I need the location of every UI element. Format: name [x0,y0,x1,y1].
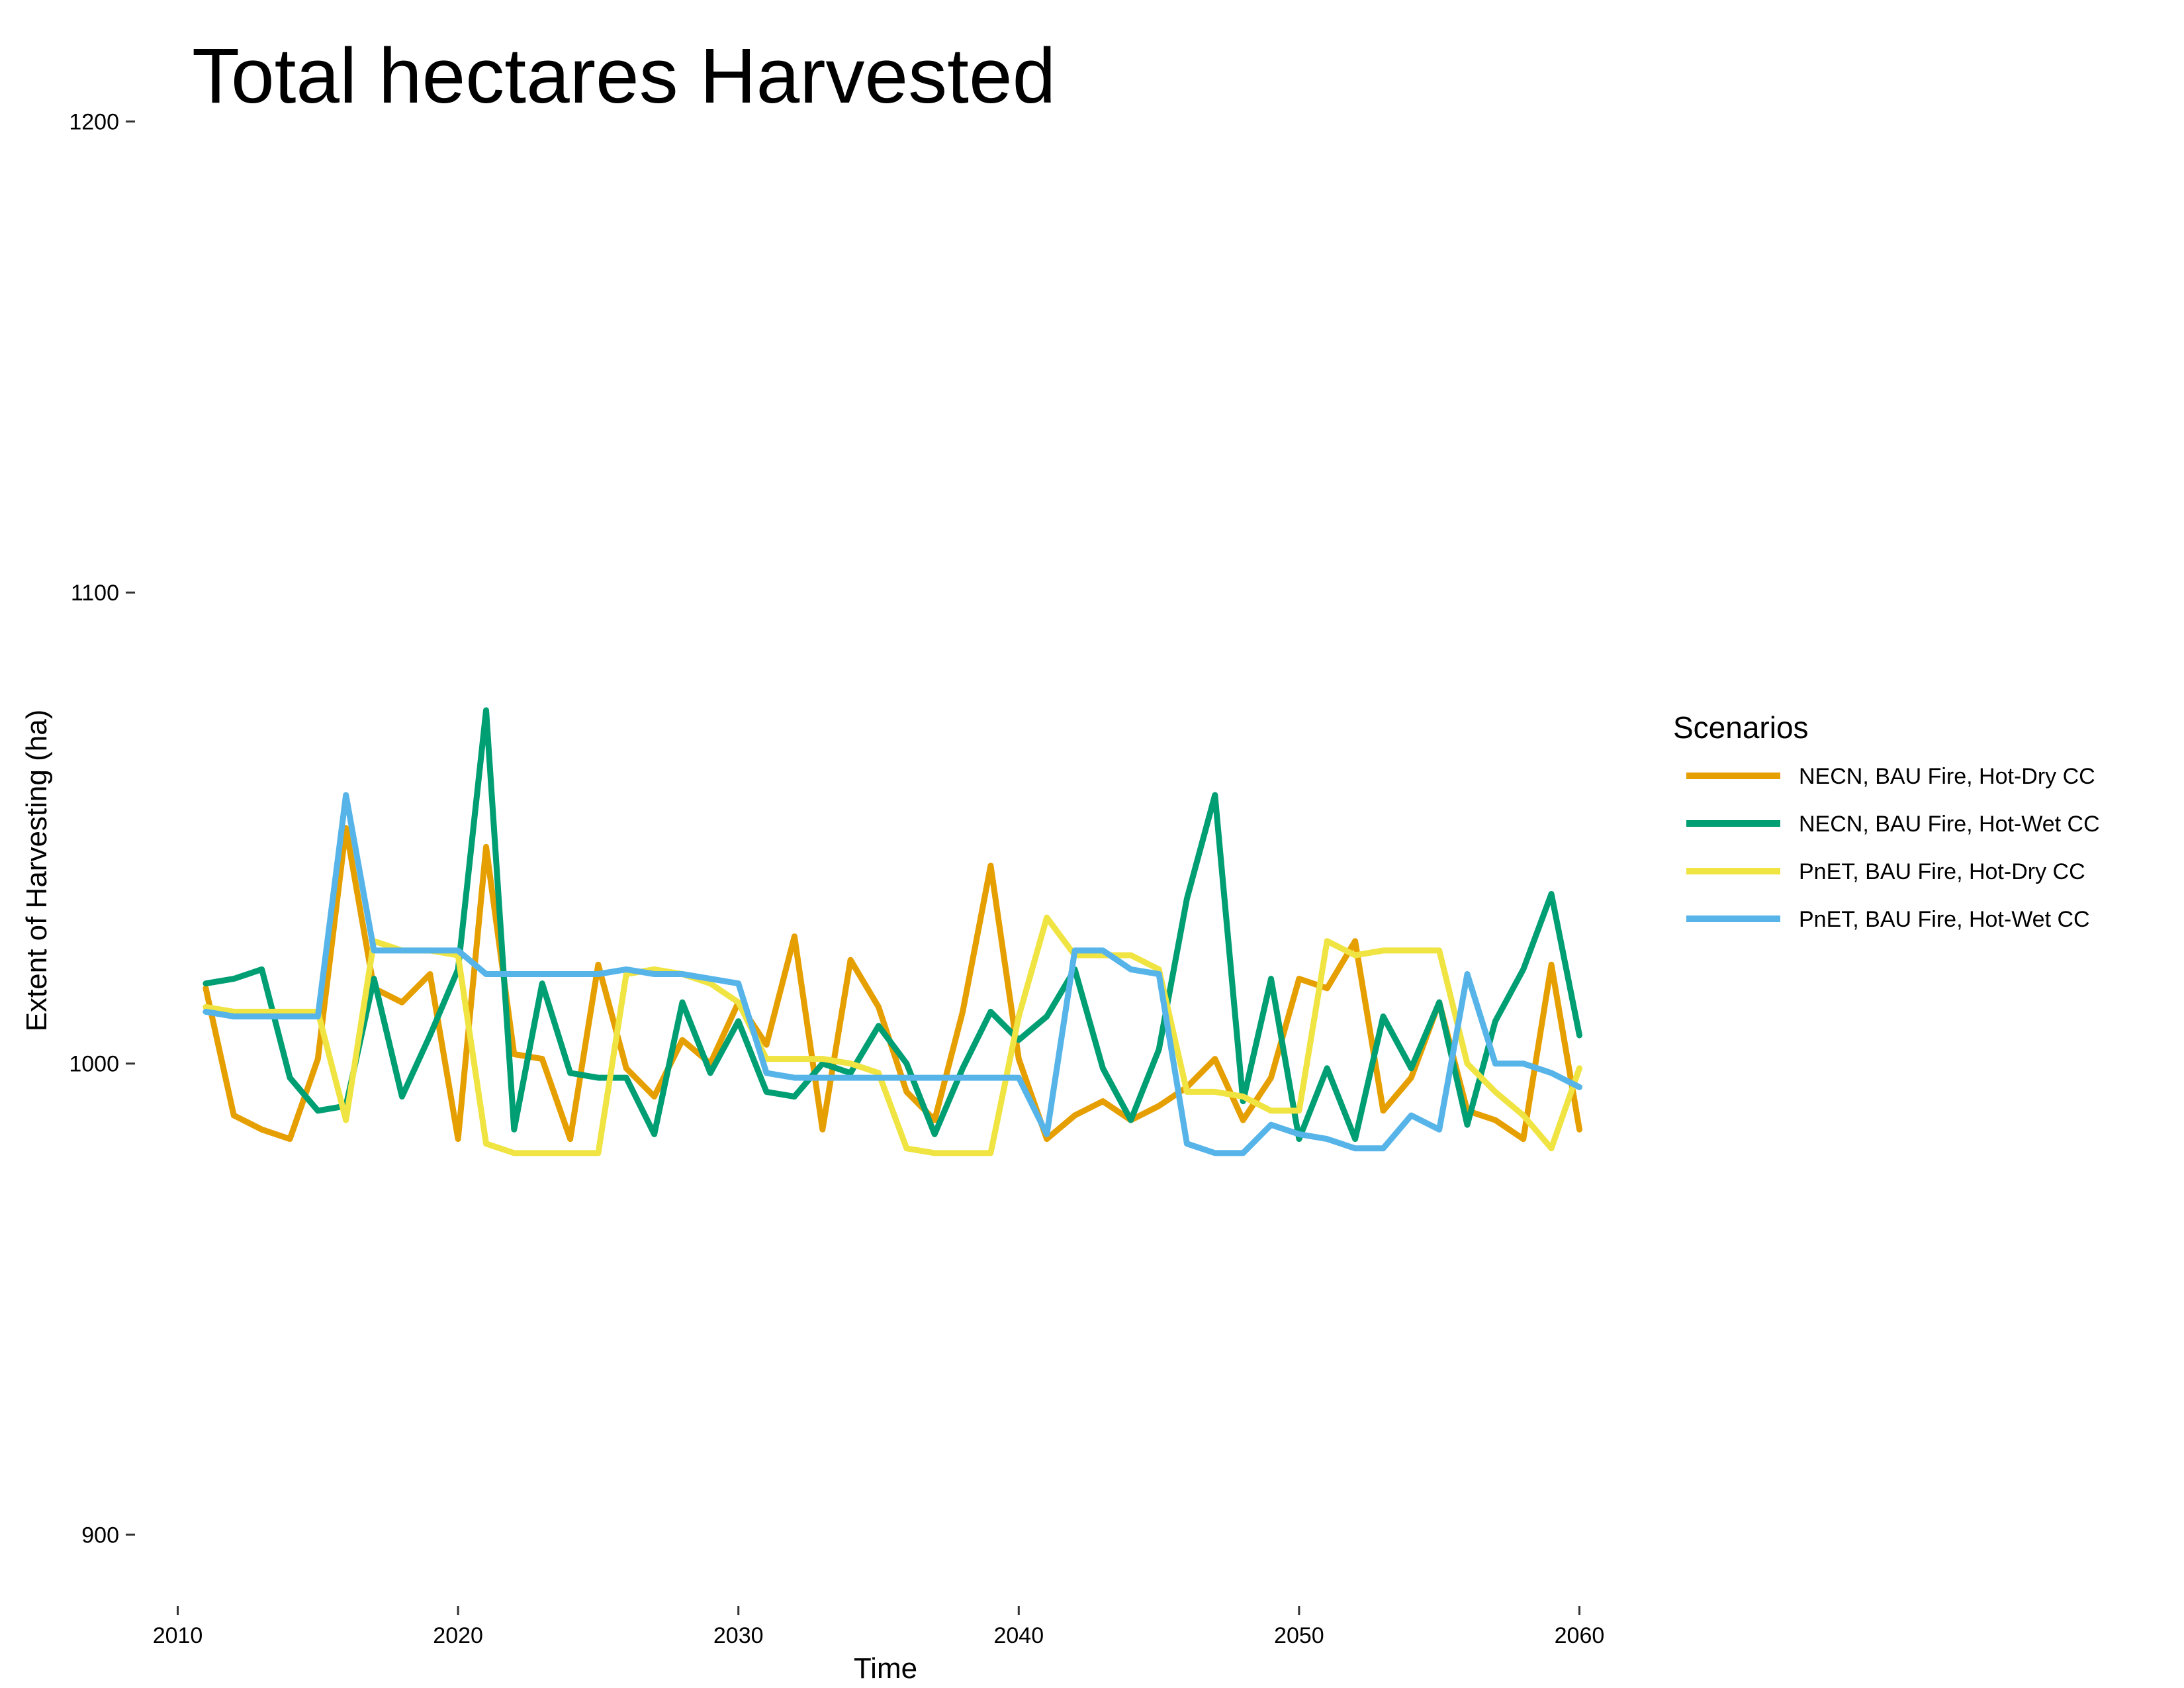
series-line-3 [203,792,1582,1156]
y-axis: 900 1000 1100 1200 [69,110,135,1548]
legend-label-1: NECN, BAU Fire, Hot-Wet CC [1799,812,2100,837]
legend-label-3: PnET, BAU Fire, Hot-Wet CC [1799,907,2090,932]
x-tick-label-1: 2020 [433,1623,483,1648]
legend-title: Scenarios [1673,710,1809,745]
y-tick-label-1: 1000 [69,1052,119,1077]
x-tick-label-4: 2050 [1274,1623,1324,1648]
chart-title: Total hectares Harvested [192,32,1056,120]
y-tick-label-2: 1100 [71,581,119,606]
x-tick-label-3: 2040 [993,1623,1044,1648]
series-line-0 [203,825,1582,1143]
legend-label-2: PnET, BAU Fire, Hot-Dry CC [1799,859,2085,884]
x-axis: 2010 2020 2030 2040 2050 2060 [153,1606,1605,1648]
x-tick-label-2: 2030 [713,1623,764,1648]
x-tick-label-5: 2060 [1555,1623,1605,1648]
plot-area [203,707,1582,1156]
x-axis-label: Time [854,1652,917,1685]
legend-label-0: NECN, BAU Fire, Hot-Dry CC [1799,764,2095,789]
y-tick-label-3: 1200 [69,110,119,135]
series-line-1 [203,707,1582,1143]
legend: Scenarios NECN, BAU Fire, Hot-Dry CC NECN… [1673,710,2100,932]
y-axis-label: Extent of Harvesting (ha) [21,710,53,1032]
x-tick-label-0: 2010 [153,1623,203,1648]
y-tick-label-0: 900 [81,1523,119,1548]
